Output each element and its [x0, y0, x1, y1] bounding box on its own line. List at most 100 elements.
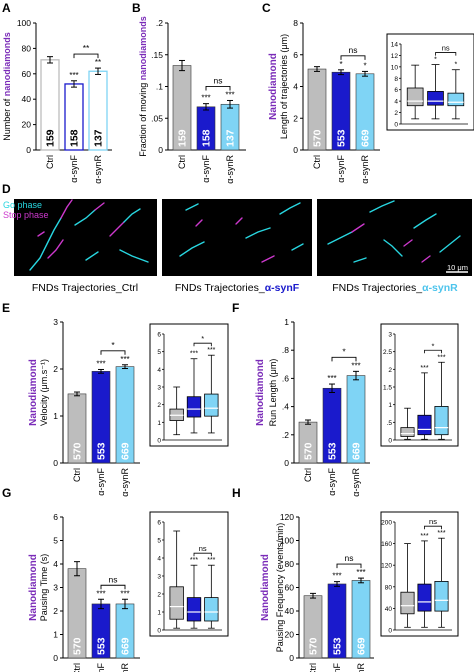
y-tick-label: .05 [151, 113, 163, 123]
comparison-label: ns [345, 553, 354, 563]
chart-panel-g: 0 1 2 3 4 5 6 Pausing Time (s)Nanodiamond 570 Ctr… [28, 511, 229, 672]
y-tick-label: 0 [284, 458, 289, 468]
y-tick-label: 4 [293, 82, 298, 92]
trajectories-synf [179, 202, 304, 263]
panel-title: Nanodiamond [255, 359, 266, 426]
n-label: 159 [45, 129, 57, 147]
chart-panel-c: 0 2 4 6 8 Length of trajectories (μm)Nanodiam… [268, 18, 474, 184]
y-axis-label: Number of nanodiamonds [2, 32, 12, 141]
trajectory-go [279, 202, 301, 215]
significance-stars: *** [327, 374, 336, 383]
comparison-bracket [331, 356, 357, 362]
significance-stars: *** [332, 572, 341, 581]
trajectories-ctrl [29, 199, 149, 271]
y-tick-label: 1 [53, 411, 58, 421]
inset-significance-stars: *** [437, 530, 445, 537]
y-tick-label: 6 [293, 50, 298, 60]
n-label: 669 [120, 442, 132, 460]
caption-condition: α-synR [422, 282, 458, 294]
caption-prefix: FNDs Trajectories_ [32, 282, 122, 294]
y-tick-label: 40 [22, 94, 32, 104]
box [427, 91, 444, 106]
inset-y-tick-label: 14 [391, 42, 399, 49]
inset-frame [149, 323, 229, 447]
trajectory-go [413, 213, 437, 229]
box [400, 427, 415, 437]
panel-title: Nanodiamond [260, 554, 271, 621]
inset-comparison-bracket [193, 552, 212, 557]
box [186, 597, 202, 622]
significance-stars: *** [201, 94, 210, 103]
y-axis-label: Fraction of moving nanodiamonds [138, 16, 148, 157]
inset-y-tick-label: 8 [394, 76, 398, 83]
box [406, 87, 424, 107]
category-label: α-synF [96, 662, 106, 672]
y-tick-label: 4 [53, 559, 58, 569]
category-label: α-synF [336, 154, 346, 182]
inset-comparison-label: ns [429, 517, 437, 526]
n-label: 570 [72, 442, 84, 460]
inset-y-tick-label: 80 [385, 584, 393, 591]
inset-comparison-bracket [193, 342, 212, 347]
inset-y-tick-label: 40 [385, 606, 393, 613]
inset-comparison-label: ns [442, 44, 450, 53]
significance-stars: *** [96, 589, 105, 598]
trajectory-go [369, 200, 395, 213]
panel-label-a: A [2, 1, 11, 15]
category-label: α-synF [96, 467, 106, 495]
inset-y-tick-label: 2.5 [383, 349, 392, 356]
y-tick-label: 60 [22, 69, 32, 79]
inset-y-tick-label: 5 [157, 538, 161, 545]
y-tick-label: 20 [22, 120, 32, 130]
n-label: 137 [93, 129, 105, 147]
inset-significance-stars: *** [437, 354, 445, 361]
y-tick-label: 3 [53, 317, 58, 327]
y-axis-label: Length of trajectories (μm) [279, 34, 289, 139]
y-tick-label: 2 [53, 606, 58, 616]
inset-frame [380, 511, 459, 637]
n-label: 553 [96, 442, 108, 460]
y-tick-label: 120 [280, 512, 294, 522]
comparison-bracket [73, 53, 99, 59]
trajectory-go [245, 227, 271, 239]
panel-label-e: E [2, 301, 10, 315]
inset-y-tick-label: 200 [381, 520, 392, 527]
n-label: 570 [303, 442, 315, 460]
panel-label-b: B [132, 1, 141, 15]
trajectory-stop [60, 199, 73, 219]
inset-comparison-label: * [432, 341, 435, 350]
panel-title: Nanodiamond [28, 554, 39, 621]
trajectory-go [291, 243, 304, 251]
y-tick-label: .1 [156, 82, 163, 92]
inset-y-tick-label: 10 [391, 64, 399, 71]
box [400, 591, 415, 615]
panel-label-c: C [262, 1, 271, 15]
trajectory-image-ctrl [14, 199, 157, 276]
trajectory-stop [109, 221, 125, 237]
category-label: α-synF [332, 662, 342, 672]
trajectory-image-synf [162, 199, 312, 276]
n-label: 137 [225, 129, 237, 147]
comparison-label: * [342, 346, 346, 356]
inset-y-tick-label: .5 [387, 420, 393, 427]
y-axis-label-part: nanodiamonds [2, 32, 12, 96]
n-label: 553 [96, 637, 108, 655]
inset-y-tick-label: 2 [394, 110, 398, 117]
comparison-bracket [336, 563, 362, 569]
panel-label-g: G [2, 486, 11, 500]
inset-significance-stars: *** [207, 347, 215, 354]
n-label: 553 [336, 129, 348, 147]
panel-d-trajectories: Go phase Stop phase 10 μm FNDs Trajector… [3, 199, 472, 294]
scale-bar-label: 10 μm [447, 263, 468, 272]
inset-y-tick-label: 0 [394, 122, 398, 129]
category-label: α-synR [360, 155, 370, 184]
inset-y-tick-label: 120 [381, 563, 392, 570]
significance-stars: *** [351, 361, 360, 370]
trajectory-stop [47, 239, 64, 259]
inset-comparison-label: * [201, 334, 204, 343]
comparison-label: ** [83, 43, 90, 53]
n-label: 158 [201, 129, 213, 147]
inset-y-tick-label: 0 [388, 628, 392, 635]
inset-y-tick-label: 160 [381, 541, 392, 548]
significance-stars: *** [69, 71, 78, 80]
